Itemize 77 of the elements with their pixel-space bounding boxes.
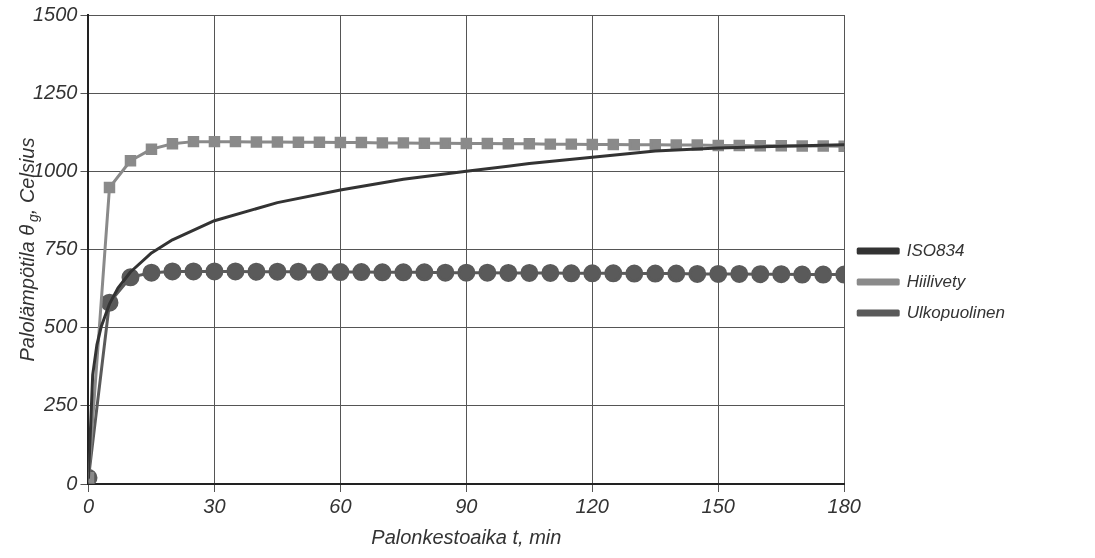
point [499, 263, 518, 282]
point [352, 263, 371, 282]
point [646, 264, 665, 283]
y-tick-label: 0 [66, 471, 78, 494]
point [247, 262, 266, 281]
point [523, 138, 536, 150]
point [187, 135, 200, 148]
point [688, 264, 707, 283]
point [415, 263, 434, 282]
point [649, 139, 662, 151]
point [292, 136, 305, 148]
point [310, 263, 329, 282]
point [772, 265, 791, 284]
point [709, 264, 728, 283]
point [394, 263, 413, 282]
point [166, 138, 179, 150]
point [418, 137, 431, 149]
point [628, 139, 641, 151]
point [604, 264, 623, 283]
point [814, 265, 833, 284]
point [502, 138, 515, 150]
point [373, 263, 392, 282]
point [541, 263, 560, 282]
point [184, 262, 203, 281]
point [436, 263, 455, 282]
point [289, 262, 308, 281]
point [142, 263, 161, 282]
y-tick-label: 1250 [32, 80, 78, 103]
point [457, 263, 476, 282]
y-tick-label: 250 [43, 393, 78, 416]
x-tick-label: 150 [701, 494, 735, 517]
point [229, 135, 242, 148]
point [103, 181, 116, 194]
y-tick-label: 1500 [32, 2, 78, 25]
point [562, 264, 581, 283]
point [226, 262, 245, 281]
point [163, 262, 182, 281]
x-tick-label: 0 [82, 494, 95, 517]
point [124, 154, 137, 167]
point [607, 138, 620, 151]
point [625, 264, 644, 283]
point [460, 137, 473, 150]
point [313, 136, 326, 148]
x-tick-label: 90 [455, 494, 478, 517]
x-tick-label: 60 [329, 494, 352, 517]
point [586, 138, 599, 151]
x-axis-title: Palonkestoaika t, min [371, 525, 562, 548]
x-tick-label: 180 [827, 494, 861, 517]
point [208, 135, 221, 148]
y-tick-label: 750 [44, 237, 78, 260]
point [481, 137, 494, 150]
point [478, 263, 497, 282]
legend-label: Hiilivety [906, 271, 967, 291]
y-tick-label: 500 [44, 315, 78, 338]
x-tick-label: 120 [575, 494, 609, 517]
point [355, 136, 368, 149]
point [667, 264, 686, 283]
point [793, 265, 812, 284]
point [376, 137, 389, 149]
point [331, 263, 350, 282]
point [520, 263, 539, 282]
point [751, 265, 770, 284]
point [565, 138, 578, 150]
point [271, 136, 284, 148]
point [334, 136, 347, 149]
point [205, 262, 224, 281]
legend-label: ISO834 [906, 240, 965, 260]
point [397, 137, 410, 149]
point [544, 138, 557, 150]
point [583, 264, 602, 283]
point [730, 264, 749, 283]
point [439, 137, 452, 149]
legend-label: Ulkopuolinen [906, 302, 1006, 322]
x-tick-label: 30 [203, 494, 226, 517]
point [268, 262, 287, 281]
point [250, 136, 263, 148]
point [145, 143, 158, 155]
